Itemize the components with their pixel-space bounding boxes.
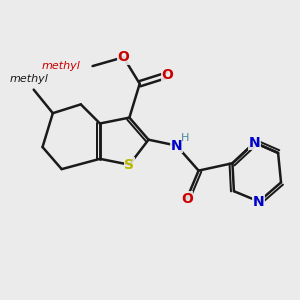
Text: O: O: [162, 68, 174, 82]
Text: S: S: [124, 158, 134, 172]
Text: methyl: methyl: [10, 74, 49, 84]
Text: O: O: [181, 192, 193, 206]
Text: N: N: [249, 136, 260, 150]
Text: H: H: [181, 133, 190, 143]
Text: N: N: [253, 194, 265, 208]
Text: methyl: methyl: [42, 61, 81, 71]
Text: N: N: [171, 139, 182, 153]
Text: O: O: [118, 50, 129, 64]
